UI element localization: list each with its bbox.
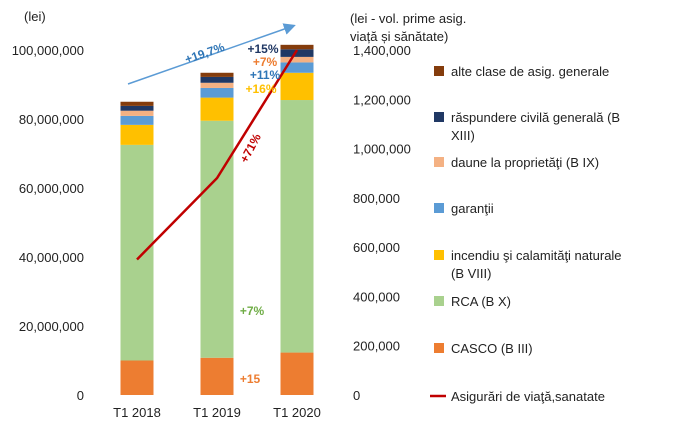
- legend-swatch: [434, 157, 444, 167]
- bar-segment: [280, 62, 314, 73]
- left-axis-label: (lei): [24, 9, 46, 24]
- legend-label: daune la proprietăţi (B IX): [451, 155, 599, 170]
- right-tick-label: 0: [353, 388, 360, 403]
- bar-segment: [120, 144, 154, 361]
- right-axis-label-line2: viață și sănătate): [350, 29, 448, 44]
- right-axis-ticks: 0 200,000 400,000 600,000 800,000 1,000,000 1,…: [353, 43, 411, 403]
- annotation-daune: +7%: [253, 55, 278, 69]
- legend-swatch: [434, 343, 444, 353]
- bar-segment: [200, 87, 234, 98]
- bar-segment: [200, 82, 234, 88]
- left-axis-ticks: 0 20,000,000 40,000,000 60,000,000 80,000,00…: [12, 43, 84, 403]
- total-growth-arrow: [127, 23, 296, 85]
- left-tick-label: 100,000,000: [12, 43, 84, 58]
- annotation-life_growth: +71%: [237, 131, 264, 165]
- left-tick-label: 80,000,000: [19, 112, 84, 127]
- bar-segment: [120, 115, 154, 125]
- legend-label: Asigurări de viaţă,sanatate: [451, 389, 605, 404]
- annotation-rca: +7%: [240, 304, 265, 318]
- bar-segment: [200, 97, 234, 121]
- left-tick-label: 0: [77, 388, 84, 403]
- left-tick-label: 40,000,000: [19, 250, 84, 265]
- legend-swatch: [434, 296, 444, 306]
- legend-swatch: [434, 112, 444, 122]
- bar-segment: [280, 49, 314, 57]
- category-label: T1 2019: [193, 405, 241, 420]
- bar-segment: [120, 124, 154, 145]
- right-tick-label: 1,200,000: [353, 92, 411, 107]
- category-labels: T1 2018 T1 2019 T1 2020: [113, 405, 321, 420]
- legend-swatch: [434, 66, 444, 76]
- legend-label: incendiu şi calamităţi naturale (B VIII): [451, 248, 622, 281]
- legend-swatch: [434, 203, 444, 213]
- bar-segment: [200, 72, 234, 77]
- right-tick-label: 600,000: [353, 240, 400, 255]
- bar-segment: [200, 76, 234, 83]
- bar-segment: [280, 56, 314, 63]
- line-layer: [136, 49, 299, 261]
- category-label: T1 2018: [113, 405, 161, 420]
- bar-segment: [280, 44, 314, 50]
- bar-segment: [120, 101, 154, 106]
- bar-segment: [120, 110, 154, 116]
- bar-segment: [200, 357, 234, 395]
- annotation-raspundere: +15%: [247, 42, 278, 56]
- legend-label: alte clase de asig. generale: [451, 64, 609, 79]
- right-tick-label: 400,000: [353, 289, 400, 304]
- bar-segment: [200, 120, 234, 358]
- legend-label: RCA (B X): [451, 294, 511, 309]
- life-insurance-line: [136, 49, 299, 261]
- legend-swatch: [434, 250, 444, 260]
- bars: [120, 44, 314, 395]
- bar-segment: [280, 352, 314, 395]
- legend: alte clase de asig. generale răspundere c…: [430, 64, 622, 404]
- right-tick-label: 800,000: [353, 191, 400, 206]
- bar-segment: [120, 360, 154, 395]
- category-label: T1 2020: [273, 405, 321, 420]
- left-tick-label: 60,000,000: [19, 181, 84, 196]
- annotation-garantii: +11%: [250, 68, 281, 82]
- right-tick-label: 1,400,000: [353, 43, 411, 58]
- bar-segment: [280, 100, 314, 353]
- right-tick-label: 1,000,000: [353, 142, 411, 157]
- bar-segment: [120, 105, 154, 111]
- right-axis-label-line1: (lei - vol. prime asig.: [350, 11, 466, 26]
- left-axis-title: (lei): [24, 9, 46, 24]
- legend-label: CASCO (B III): [451, 341, 533, 356]
- annotation-casco: +15: [240, 372, 261, 386]
- right-axis-title: (lei - vol. prime asig. viață și sănătat…: [350, 11, 466, 44]
- annotation-incendiu: +16%: [245, 82, 276, 96]
- bar-segment: [280, 72, 314, 101]
- legend-label: răspundere civilă generală (B XIII): [451, 110, 620, 143]
- annotation-total_growth: +19,7%: [183, 40, 227, 67]
- legend-label: garanţii: [451, 201, 494, 216]
- left-tick-label: 20,000,000: [19, 319, 84, 334]
- right-tick-label: 200,000: [353, 339, 400, 354]
